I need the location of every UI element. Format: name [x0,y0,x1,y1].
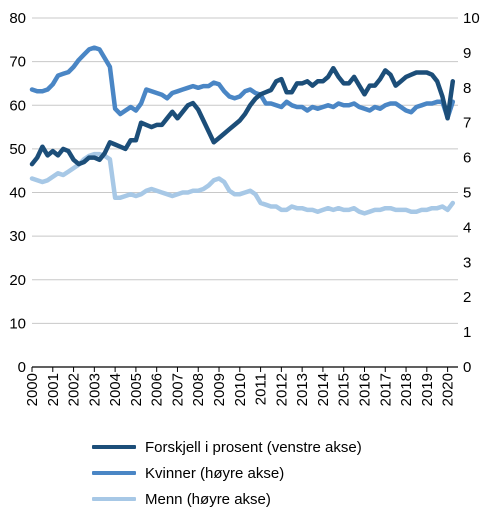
legend-item-menn: Menn (høyre akse) [92,486,492,512]
series-line-2 [29,151,456,216]
legend-swatch-menn [92,497,136,501]
x-tick-label-2020: 2020 [440,373,457,406]
x-tick-label-2000: 2000 [24,373,41,406]
series-lines [29,45,456,216]
y-left-tick-label-0: 0 [18,359,26,376]
y-right-tick-label-3: 3 [463,254,471,271]
y-right-tick-label-9: 9 [463,45,471,62]
y-left-tick-label-20: 20 [9,272,26,289]
y-left-tick-label-40: 40 [9,185,26,202]
y-left-tick-label-80: 80 [9,10,26,27]
y-right-tick-label-0: 0 [463,359,471,376]
legend-label-forskjell: Forskjell i prosent (venstre akse) [145,438,362,456]
legend: Forskjell i prosent (venstre akse) Kvinn… [92,434,492,512]
y-right-tick-label-7: 7 [463,115,471,132]
y-right-tick-label-8: 8 [463,80,471,97]
y-left-tick-label-50: 50 [9,141,26,158]
y-left-tick-label-70: 70 [9,54,26,71]
legend-item-forskjell: Forskjell i prosent (venstre akse) [92,434,492,460]
grid-lines [32,17,458,324]
x-tick-label-2014: 2014 [315,373,332,406]
legend-label-kvinner: Kvinner (høyre akse) [145,464,285,482]
series-line-0 [29,65,456,167]
legend-swatch-kvinner [92,471,136,475]
x-tick-label-2007: 2007 [169,373,186,406]
x-tick-label-2009: 2009 [211,373,228,406]
y-right-tick-label-4: 4 [463,219,471,236]
x-tick-label-2016: 2016 [356,373,373,406]
x-tick-label-2012: 2012 [273,373,290,406]
x-tick-label-2019: 2019 [419,373,436,406]
y-right-tick-label-2: 2 [463,289,471,306]
x-tick-label-2010: 2010 [232,373,249,406]
y-right-tick-label-6: 6 [463,150,471,167]
x-tick-label-2013: 2013 [294,373,311,406]
legend-item-kvinner: Kvinner (høyre akse) [92,460,492,486]
x-tick-label-2003: 2003 [86,373,103,406]
x-tick-label-2008: 2008 [190,373,207,406]
y-right-tick-label-10: 10 [463,10,480,27]
y-left-tick-label-60: 60 [9,97,26,114]
legend-label-menn: Menn (høyre akse) [145,490,271,508]
x-tick-label-2002: 2002 [66,373,83,406]
series-line-1 [29,45,456,120]
y-right-tick-label-5: 5 [463,185,471,202]
x-tick-label-2006: 2006 [149,373,166,406]
legend-swatch-forskjell [92,445,136,449]
x-tick-label-2005: 2005 [128,373,145,406]
y-right-tick-label-1: 1 [463,324,471,341]
x-tick-label-2017: 2017 [377,373,394,406]
x-tick-label-2004: 2004 [107,373,124,406]
x-tick-label-2001: 2001 [45,373,62,406]
x-tick-label-2011: 2011 [253,373,270,405]
x-tick-label-2015: 2015 [336,373,353,406]
x-tick-label-2018: 2018 [398,373,415,406]
y-left-tick-label-30: 30 [9,228,26,245]
y-left-tick-label-10: 10 [9,315,26,332]
